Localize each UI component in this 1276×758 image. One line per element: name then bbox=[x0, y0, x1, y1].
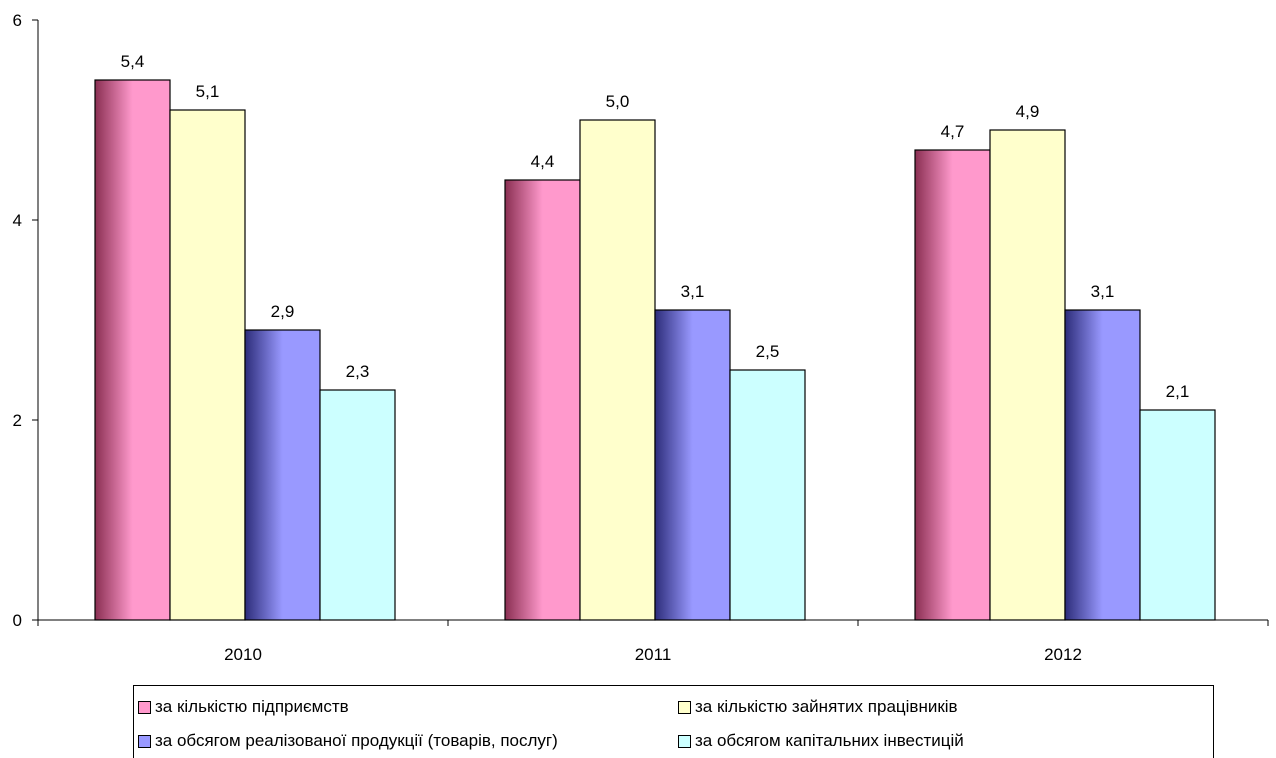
x-tick-label: 2010 bbox=[224, 645, 262, 664]
legend-item-enterprises: за кількістю підприємств bbox=[138, 697, 349, 717]
bar bbox=[244, 329, 321, 621]
data-labels: 5,4 5,1 2,9 2,3 4,4 5,0 3,1 2,5 4,7 4,9 3,1 2,1 bbox=[121, 52, 1190, 401]
bar bbox=[504, 179, 581, 621]
data-label: 2,5 bbox=[756, 342, 780, 361]
bar bbox=[579, 119, 656, 621]
bars bbox=[94, 79, 1216, 621]
bar bbox=[729, 369, 806, 621]
bar bbox=[1064, 309, 1141, 621]
legend-item-employees: за кількістю зайнятих працівників bbox=[678, 697, 958, 717]
bar bbox=[1139, 409, 1216, 621]
data-label: 4,4 bbox=[531, 152, 555, 171]
legend-label: за обсягом реалізованої продукції (товар… bbox=[155, 731, 558, 750]
y-tick-label: 0 bbox=[13, 611, 22, 630]
data-label: 5,1 bbox=[196, 82, 220, 101]
bar bbox=[989, 129, 1066, 621]
bar bbox=[654, 309, 731, 621]
y-axis: 0 2 4 6 bbox=[13, 11, 39, 630]
x-tick-label: 2012 bbox=[1044, 645, 1082, 664]
legend-swatch-investments bbox=[678, 734, 691, 748]
bar bbox=[319, 389, 396, 621]
x-tick-label: 2011 bbox=[635, 645, 672, 664]
chart: 0 2 4 6 2010 2011 2012 5,4 5,1 2,9 2,3 4,4 5,0 3,1 2… bbox=[13, 11, 1269, 664]
legend-label: за кількістю підприємств bbox=[155, 697, 349, 716]
bar bbox=[94, 79, 171, 621]
data-label: 3,1 bbox=[1091, 282, 1115, 301]
legend-label: за обсягом капітальних інвестицій bbox=[695, 731, 964, 750]
data-label: 2,3 bbox=[346, 362, 370, 381]
data-label: 5,4 bbox=[121, 52, 145, 71]
y-tick-label: 6 bbox=[13, 11, 22, 30]
data-label: 2,9 bbox=[271, 302, 295, 321]
legend-swatch-sales bbox=[138, 734, 151, 748]
data-label: 5,0 bbox=[606, 92, 630, 111]
bar bbox=[169, 109, 246, 621]
data-label: 2,1 bbox=[1166, 382, 1190, 401]
legend-item-sales: за обсягом реалізованої продукції (товар… bbox=[138, 731, 558, 751]
bar bbox=[914, 149, 991, 621]
data-label: 4,7 bbox=[941, 122, 965, 141]
x-axis: 2010 2011 2012 bbox=[37, 619, 1269, 664]
legend-swatch-employees bbox=[678, 700, 691, 714]
legend: за кількістю підприємств за кількістю за… bbox=[133, 685, 1214, 758]
legend-item-investments: за обсягом капітальних інвестицій bbox=[678, 731, 964, 751]
y-tick-label: 2 bbox=[13, 411, 22, 430]
legend-swatch-enterprises bbox=[138, 700, 151, 714]
legend-label: за кількістю зайнятих працівників bbox=[695, 697, 958, 716]
data-label: 3,1 bbox=[681, 282, 705, 301]
y-tick-label: 4 bbox=[13, 211, 22, 230]
data-label: 4,9 bbox=[1016, 102, 1040, 121]
